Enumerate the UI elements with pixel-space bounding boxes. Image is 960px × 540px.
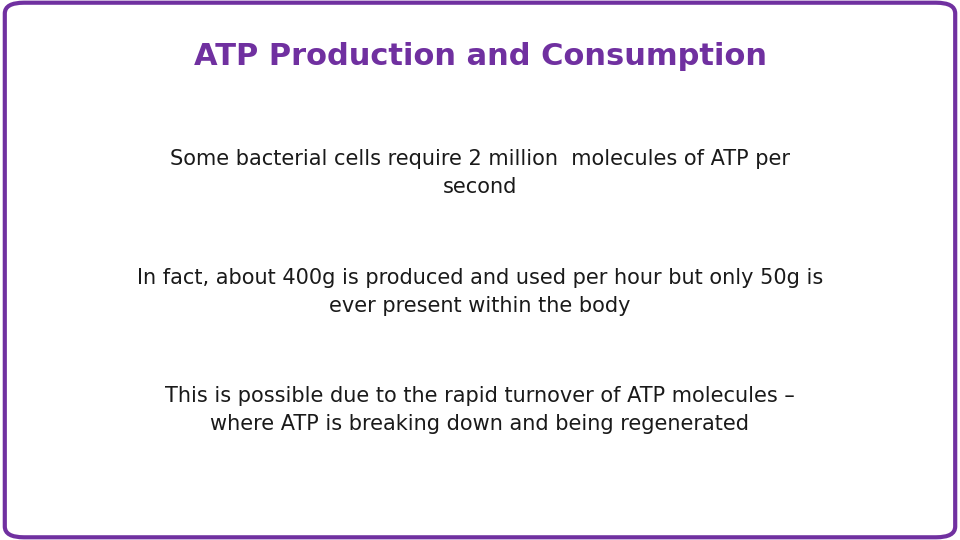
Text: ATP Production and Consumption: ATP Production and Consumption [194,42,766,71]
FancyBboxPatch shape [5,3,955,537]
Text: In fact, about 400g is produced and used per hour but only 50g is
ever present w: In fact, about 400g is produced and used… [137,268,823,315]
Text: Some bacterial cells require 2 million  molecules of ATP per
second: Some bacterial cells require 2 million m… [170,149,790,197]
Text: This is possible due to the rapid turnover of ATP molecules –
where ATP is break: This is possible due to the rapid turnov… [165,387,795,434]
